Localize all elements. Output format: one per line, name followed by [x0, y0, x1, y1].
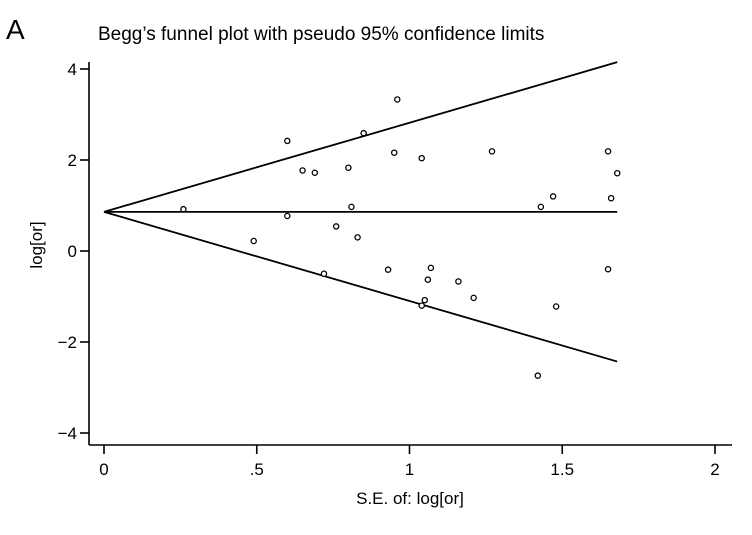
data-point: [394, 96, 401, 103]
x-tick-label: 2: [710, 460, 719, 479]
data-point: [345, 164, 352, 171]
data-point: [552, 303, 560, 310]
data-point: [418, 302, 425, 309]
data-point: [320, 270, 328, 277]
data-point: [427, 264, 435, 272]
funnel-line-upper: [103, 61, 618, 213]
data-point: [470, 294, 477, 302]
data-point: [384, 266, 392, 273]
data-point: [180, 205, 187, 213]
x-axis-label: S.E. of: log[or]: [356, 489, 464, 508]
data-point: [421, 296, 429, 304]
data-point: [607, 194, 615, 202]
data-point: [488, 148, 496, 155]
data-point: [537, 203, 545, 211]
data-point: [613, 169, 621, 177]
data-point: [250, 237, 257, 245]
data-point: [549, 193, 557, 200]
y-tick-label: 2: [68, 151, 77, 170]
x-tick-label: 1: [405, 460, 414, 479]
y-tick-label: −4: [58, 424, 77, 443]
data-point: [332, 223, 340, 230]
panel-label: A: [6, 14, 25, 45]
data-point: [348, 203, 355, 211]
data-point: [604, 265, 612, 273]
data-point: [534, 372, 542, 379]
x-tick-label: 1.5: [550, 460, 574, 479]
data-point: [424, 276, 432, 283]
y-tick-label: −2: [58, 333, 77, 352]
x-tick-label: .5: [250, 460, 264, 479]
data-point: [299, 167, 306, 174]
data-point: [284, 212, 291, 220]
funnel-line-lower: [103, 211, 618, 363]
data-point: [604, 148, 612, 155]
chart-title: Begg’s funnel plot with pseudo 95% confi…: [98, 24, 545, 45]
y-tick-label: 0: [68, 242, 77, 261]
y-axis-label: log[or]: [27, 221, 46, 268]
data-point: [418, 154, 425, 162]
data-point: [360, 129, 367, 137]
y-tick-label: 4: [68, 60, 77, 79]
data-point: [455, 278, 462, 285]
x-tick-label: 0: [99, 460, 108, 479]
data-point: [354, 234, 361, 241]
data-point: [311, 169, 319, 176]
data-point: [390, 149, 398, 156]
data-point: [284, 137, 291, 145]
